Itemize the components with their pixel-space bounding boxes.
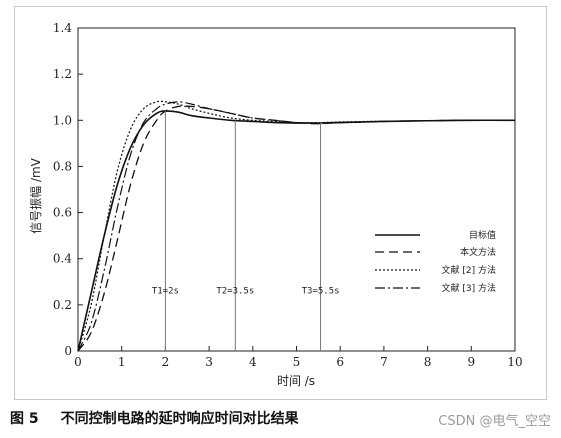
y-tick-label: 0.6 <box>53 206 72 220</box>
x-tick-label: 5 <box>293 355 301 369</box>
y-axis-title: 信号振幅 /mV <box>28 157 43 234</box>
x-tick-label: 9 <box>467 355 475 369</box>
x-tick-label: 7 <box>380 355 388 369</box>
y-tick-label: 0.4 <box>53 252 72 266</box>
plot-border <box>77 27 516 352</box>
series-line-4 <box>77 101 516 352</box>
y-tick-label: 0.8 <box>53 159 72 173</box>
x-tick-label: 10 <box>507 355 522 369</box>
figure-number: 图 5 <box>10 411 39 427</box>
x-tick-label: 2 <box>162 355 170 369</box>
x-tick-label: 6 <box>336 355 344 369</box>
annotation-label: T3=5.5s <box>302 286 340 296</box>
annotation-label: T2=3.5s <box>216 286 254 296</box>
legend-label: 文献 [2] 方法 <box>442 264 496 276</box>
y-tick-label: 0 <box>64 344 72 358</box>
annotation-layer: T1=2s T2=3.5s T3=5.5s <box>152 111 340 351</box>
axes: 0 1 2 3 4 5 6 7 8 9 10 0 0.2 0.4 0.6 0.8 1.0 1.2 1.4 <box>53 21 523 369</box>
x-axis-title: 时间 /s <box>277 374 315 388</box>
y-tick-label: 0.2 <box>53 298 72 312</box>
legend-label: 文献 [3] 方法 <box>442 282 496 294</box>
figure-frame <box>14 6 547 400</box>
annotation-label: T1=2s <box>152 286 179 296</box>
series-layer <box>77 100 516 352</box>
x-tick-label: 1 <box>118 355 126 369</box>
figure-caption-text: 不同控制电路的延时响应时间对比结果 <box>60 411 299 427</box>
x-tick-label: 0 <box>74 355 82 369</box>
watermark: CSDN @电气_空空 <box>438 414 551 429</box>
legend-label: 本文方法 <box>460 246 496 258</box>
x-tick-label: 8 <box>424 355 432 369</box>
series-line-2 <box>77 105 516 352</box>
y-tick-label: 1.0 <box>53 113 72 127</box>
x-tick-label: 3 <box>205 355 213 369</box>
y-tick-label: 1.2 <box>53 67 72 81</box>
response-chart: 0 1 2 3 4 5 6 7 8 9 10 0 0.2 0.4 0.6 0.8 1.0 1.2 1.4 T1=2s… <box>28 21 523 388</box>
series-line-1 <box>77 110 516 352</box>
x-tick-label: 4 <box>249 355 257 369</box>
series-line-3 <box>77 100 516 352</box>
y-tick-label: 1.4 <box>53 21 72 35</box>
figure-caption: 图 5 不同控制电路的延时响应时间对比结果 <box>10 408 299 428</box>
legend-label: 目标值 <box>469 229 496 241</box>
